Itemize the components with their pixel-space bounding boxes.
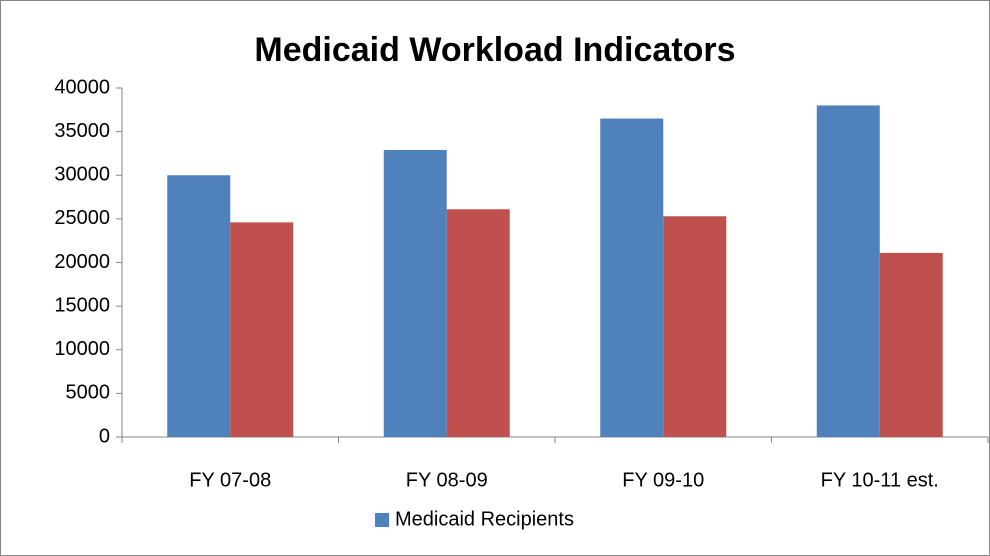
bar — [663, 216, 727, 437]
y-tick-label: 0 — [99, 425, 110, 447]
bar — [600, 118, 664, 437]
y-tick-label: 30000 — [54, 164, 110, 186]
legend-swatch — [375, 513, 389, 527]
y-tick-label: 40000 — [54, 76, 110, 98]
bar — [167, 175, 231, 437]
y-tick-label: 15000 — [54, 294, 110, 316]
y-tick-label: 10000 — [54, 338, 110, 360]
bar — [879, 252, 943, 437]
bar — [446, 209, 510, 437]
x-tick-label: FY 08-09 — [406, 469, 488, 491]
bar — [230, 222, 294, 437]
y-tick-label: 35000 — [54, 120, 110, 142]
y-tick-label: 20000 — [54, 251, 110, 273]
legend-label: Medicaid Recipients — [395, 508, 574, 530]
y-tick-label: 25000 — [54, 207, 110, 229]
x-tick-label: FY 07-08 — [189, 469, 271, 491]
x-tick-label: FY 10-11 est. — [821, 469, 939, 491]
chart-title: Medicaid Workload Indicators — [254, 31, 735, 69]
bar — [816, 105, 880, 437]
bar — [383, 149, 447, 437]
x-tick-label: FY 09-10 — [622, 469, 704, 491]
y-tick-label: 5000 — [66, 382, 111, 404]
